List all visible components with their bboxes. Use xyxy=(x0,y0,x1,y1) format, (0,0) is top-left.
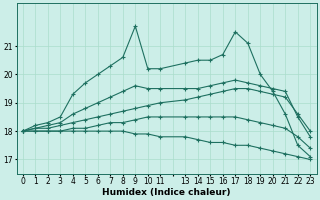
X-axis label: Humidex (Indice chaleur): Humidex (Indice chaleur) xyxy=(102,188,231,197)
